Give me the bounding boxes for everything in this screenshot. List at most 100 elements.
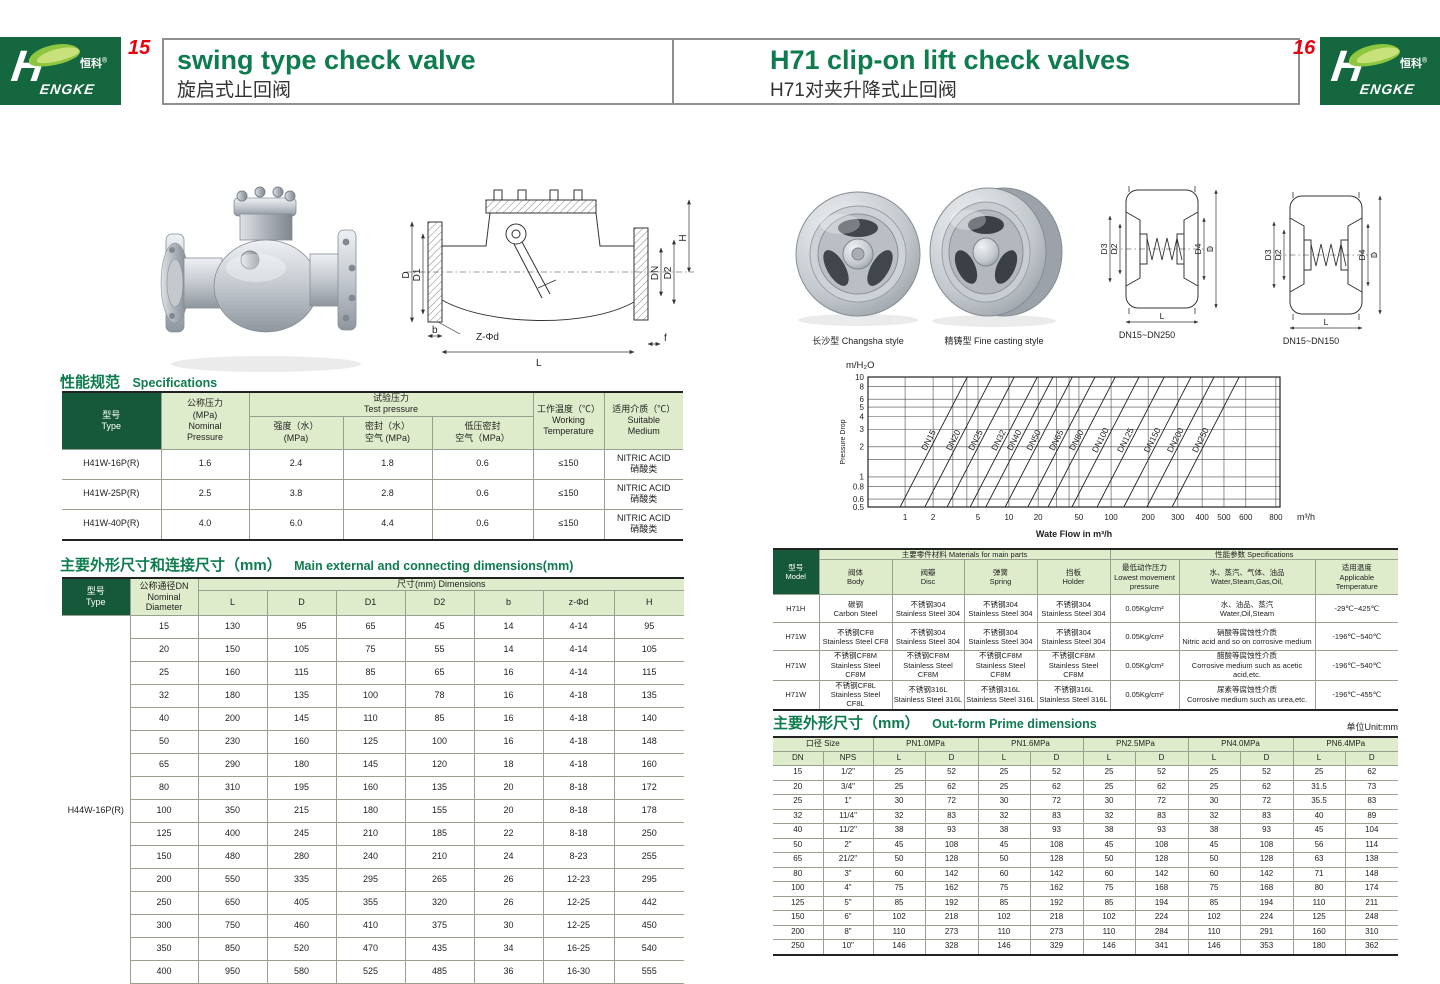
value-cell: 140: [613, 706, 685, 731]
value-cell: 60: [1187, 866, 1241, 882]
header-strength-water: 强度（水） (MPa): [249, 415, 344, 450]
value-cell: 110: [872, 924, 926, 940]
header-pn-group: PN4.0MPa: [1187, 736, 1294, 752]
value-cell: 142: [1134, 866, 1189, 882]
spec-section-title: 性能规范 Specifications: [60, 371, 217, 392]
value-cell: 108: [924, 837, 979, 853]
value-cell: 不锈钢CF8M Stainless Steel CF8M: [963, 650, 1038, 681]
header-row: DN NPS L D L D L D L D L D: [773, 751, 1399, 766]
materials-row: H71W 不锈钢CF8M Stainless Steel CF8M 不锈钢CF8M …: [773, 650, 1399, 681]
photo-caption: 长沙型 Changsha style: [812, 336, 904, 346]
dn-line-label: DN150: [1142, 426, 1163, 454]
value-cell: 45: [1082, 837, 1136, 853]
value-cell: -196℃~540℃: [1314, 650, 1399, 681]
dim-label: D: [1369, 252, 1379, 258]
outform-row: 100 4" 75 162 75 162 75 168 75 168 80 174: [773, 881, 1399, 897]
value-cell: 110: [1187, 924, 1241, 940]
value-cell: 60: [872, 866, 926, 882]
header-temperature: 适用温度 Applicable Temperature: [1314, 559, 1399, 596]
header-specs-group: 性能参数 Specifications: [1109, 548, 1399, 561]
swing-check-valve-drawing: D D1 H DN D2 Z-Φd b L f: [401, 189, 694, 369]
value-cell: 750: [197, 913, 268, 938]
value-cell: 195: [266, 775, 337, 800]
header-nps: NPS: [822, 751, 874, 766]
dim-label: D: [401, 271, 412, 278]
value-cell: 335: [266, 867, 337, 892]
value-cell: 450: [613, 913, 685, 938]
header-disc: 阀瓣 Disc: [891, 559, 965, 596]
value-cell: 160: [1292, 924, 1346, 940]
value-cell: 26: [473, 867, 544, 892]
value-cell: 4-14: [542, 660, 615, 685]
dim-label: L: [1324, 317, 1329, 327]
dims-row: 150 480 280 240 210 24 8-23 255: [62, 844, 685, 869]
value-cell: 60: [1082, 866, 1136, 882]
value-cell: 25: [1082, 779, 1136, 795]
value-cell: 71: [1292, 866, 1346, 882]
page-subtitle: H71对夹升降式止回阀: [770, 80, 957, 101]
header-media: 水、蒸汽、气体、油品 Water,Steam,Gas,Oil,: [1178, 559, 1316, 596]
spec-row: H41W-25P(R) 2.5 3.8 2.8 0.6 ≤150 NITRIC ACID 硝…: [62, 478, 684, 510]
outform-row: 32 11/4" 32 83 32 83 32 83 32 83 40 89: [773, 808, 1399, 824]
value-cell: 38: [1187, 823, 1241, 839]
value-cell: 8-23: [542, 844, 615, 869]
header-divider: [672, 38, 674, 105]
value-cell: 105: [266, 637, 337, 662]
outform-row: 15 1/2" 25 52 25 52 25 52 25 52 25 62: [773, 765, 1399, 781]
value-cell: NITRIC ACID 硝酸类: [603, 508, 684, 540]
dn-cell: 32: [773, 808, 824, 824]
header-row: 型号 Type 公称压力 (MPa) Nominal Pressure 试验压力 T…: [62, 391, 684, 450]
dn-cell: 150: [130, 844, 199, 869]
header-d: D: [1029, 751, 1084, 766]
value-cell: 83: [1134, 808, 1189, 824]
value-cell: 215: [266, 798, 337, 823]
value-cell: 50: [1082, 852, 1136, 868]
value-cell: 62: [1134, 779, 1189, 795]
value-cell: 280: [266, 844, 337, 869]
value-cell: 4.4: [342, 508, 433, 540]
value-cell: 525: [335, 959, 406, 984]
dim-label: D1: [412, 268, 423, 281]
dimensions-table: 型号 Type 公称通径DN Nominal Diameter 尺寸(mm) Dim…: [62, 577, 685, 984]
value-cell: 25: [1292, 765, 1346, 781]
value-cell: 水、油品、蒸汽 Water,Oil,Steam: [1178, 594, 1316, 624]
value-cell: 350: [197, 798, 268, 823]
value-cell: 291: [1239, 924, 1294, 940]
value-cell: 485: [404, 959, 475, 984]
wafer-valve-photo-changsha: [795, 191, 921, 326]
header-pn-group: PN1.6MPa: [977, 736, 1084, 752]
nps-cell: 11/2": [822, 823, 874, 839]
value-cell: 93: [924, 823, 979, 839]
value-cell: 284: [1134, 924, 1189, 940]
value-cell: 341: [1134, 939, 1189, 955]
model-cell: H71W: [773, 650, 820, 681]
x-tick-label: 1: [903, 513, 908, 522]
wafer-valve-photo-finecasting: [929, 187, 1063, 327]
dn-cell: 32: [130, 683, 199, 708]
type-value-cell: H44W-16P(R): [62, 614, 131, 984]
value-cell: 38: [1082, 823, 1136, 839]
value-cell: 108: [1029, 837, 1084, 853]
value-cell: 148: [613, 729, 685, 754]
value-cell: 115: [266, 660, 337, 685]
value-cell: 硝酸等腐蚀性介质 Nitric acid and so on corrosive…: [1178, 622, 1316, 652]
y-tick-label: 10: [855, 373, 864, 382]
value-cell: 80: [1292, 881, 1346, 897]
value-cell: 40: [1292, 808, 1346, 824]
value-cell: 168: [1239, 881, 1294, 897]
materials-row: H71W 不锈钢CF8 Stainless Steel CF8 不锈钢304 Sta…: [773, 622, 1399, 652]
header-pn-group: PN1.0MPa: [872, 736, 979, 752]
value-cell: 555: [613, 959, 685, 984]
header-type: 型号 Type: [62, 577, 131, 616]
value-cell: 180: [335, 798, 406, 823]
header-body: 阀体 Body: [819, 559, 893, 596]
y-tick-label: 1: [860, 473, 865, 482]
dn-cell: 200: [130, 867, 199, 892]
value-cell: 162: [1029, 881, 1084, 897]
value-cell: 75: [1187, 881, 1241, 897]
x-tick-label: 400: [1195, 513, 1209, 522]
value-cell: 38: [977, 823, 1031, 839]
value-cell: 30: [977, 794, 1031, 810]
dn-line: [1123, 377, 1192, 507]
value-cell: 83: [1344, 794, 1399, 810]
